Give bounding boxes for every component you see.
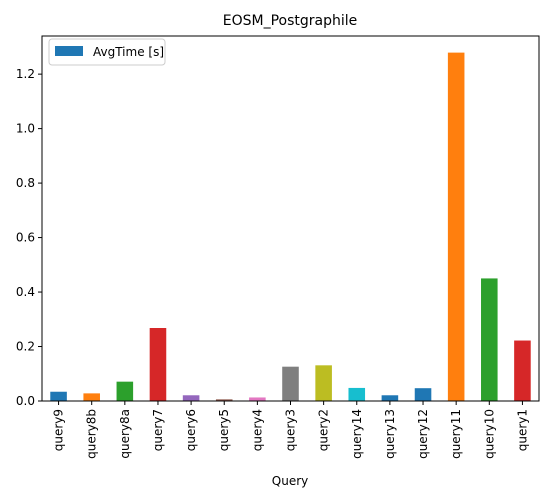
y-tick-label: 0.4 xyxy=(16,285,35,299)
bar-query6 xyxy=(182,395,200,401)
bar-query12 xyxy=(414,388,432,401)
x-tick-label: query5 xyxy=(217,409,231,451)
x-tick-label: query10 xyxy=(482,409,496,459)
plot-frame xyxy=(41,35,540,402)
bar-query13 xyxy=(381,395,399,401)
chart-title: EOSM_Postgraphile xyxy=(223,13,358,29)
bar-query14 xyxy=(348,387,366,401)
legend: AvgTime [s] xyxy=(48,38,166,66)
x-tick-label: query8b xyxy=(85,409,99,459)
x-tick-label: query11 xyxy=(449,409,463,459)
x-tick-label: query3 xyxy=(284,409,298,451)
y-axis: 0.0 0.2 0.4 0.6 0.8 1.0 1.2 xyxy=(16,67,42,408)
bar-query2 xyxy=(315,365,332,401)
x-tick-label: query6 xyxy=(184,409,198,451)
y-tick-label: 0.0 xyxy=(16,394,35,408)
x-axis-label: Query xyxy=(272,474,308,488)
x-tick-label: query8a xyxy=(118,409,132,459)
y-tick-label: 0.6 xyxy=(16,231,35,245)
x-tick-label: query12 xyxy=(416,409,430,459)
bar-query7 xyxy=(149,328,167,401)
bar-query11 xyxy=(447,52,465,402)
x-tick-label: query1 xyxy=(515,409,529,451)
x-tick-label: query4 xyxy=(250,409,264,451)
y-tick-label: 0.2 xyxy=(16,340,35,354)
bars-group xyxy=(50,52,531,402)
y-tick-label: 1.2 xyxy=(16,67,35,81)
x-tick-label: query9 xyxy=(52,409,66,451)
bar-query8b xyxy=(83,393,100,401)
x-tick-label: query2 xyxy=(317,409,331,451)
bar-query9 xyxy=(50,391,67,401)
x-tick-label: query14 xyxy=(350,409,364,459)
x-axis: query9 query8b query8a query7 query6 query5 qu… xyxy=(52,401,529,459)
legend-label: AvgTime [s] xyxy=(93,45,164,59)
bar-query3 xyxy=(282,366,299,401)
bar-query4 xyxy=(249,397,266,401)
legend-swatch xyxy=(55,46,83,56)
x-tick-label: query13 xyxy=(383,409,397,459)
y-tick-label: 1.0 xyxy=(16,122,35,136)
y-tick-label: 0.8 xyxy=(16,176,35,190)
bar-query8a xyxy=(116,381,134,401)
bar-query5 xyxy=(215,399,233,401)
x-tick-label: query7 xyxy=(151,409,165,451)
bar-query1 xyxy=(514,340,531,401)
legend-box xyxy=(48,38,166,66)
bar-query10 xyxy=(481,278,498,401)
